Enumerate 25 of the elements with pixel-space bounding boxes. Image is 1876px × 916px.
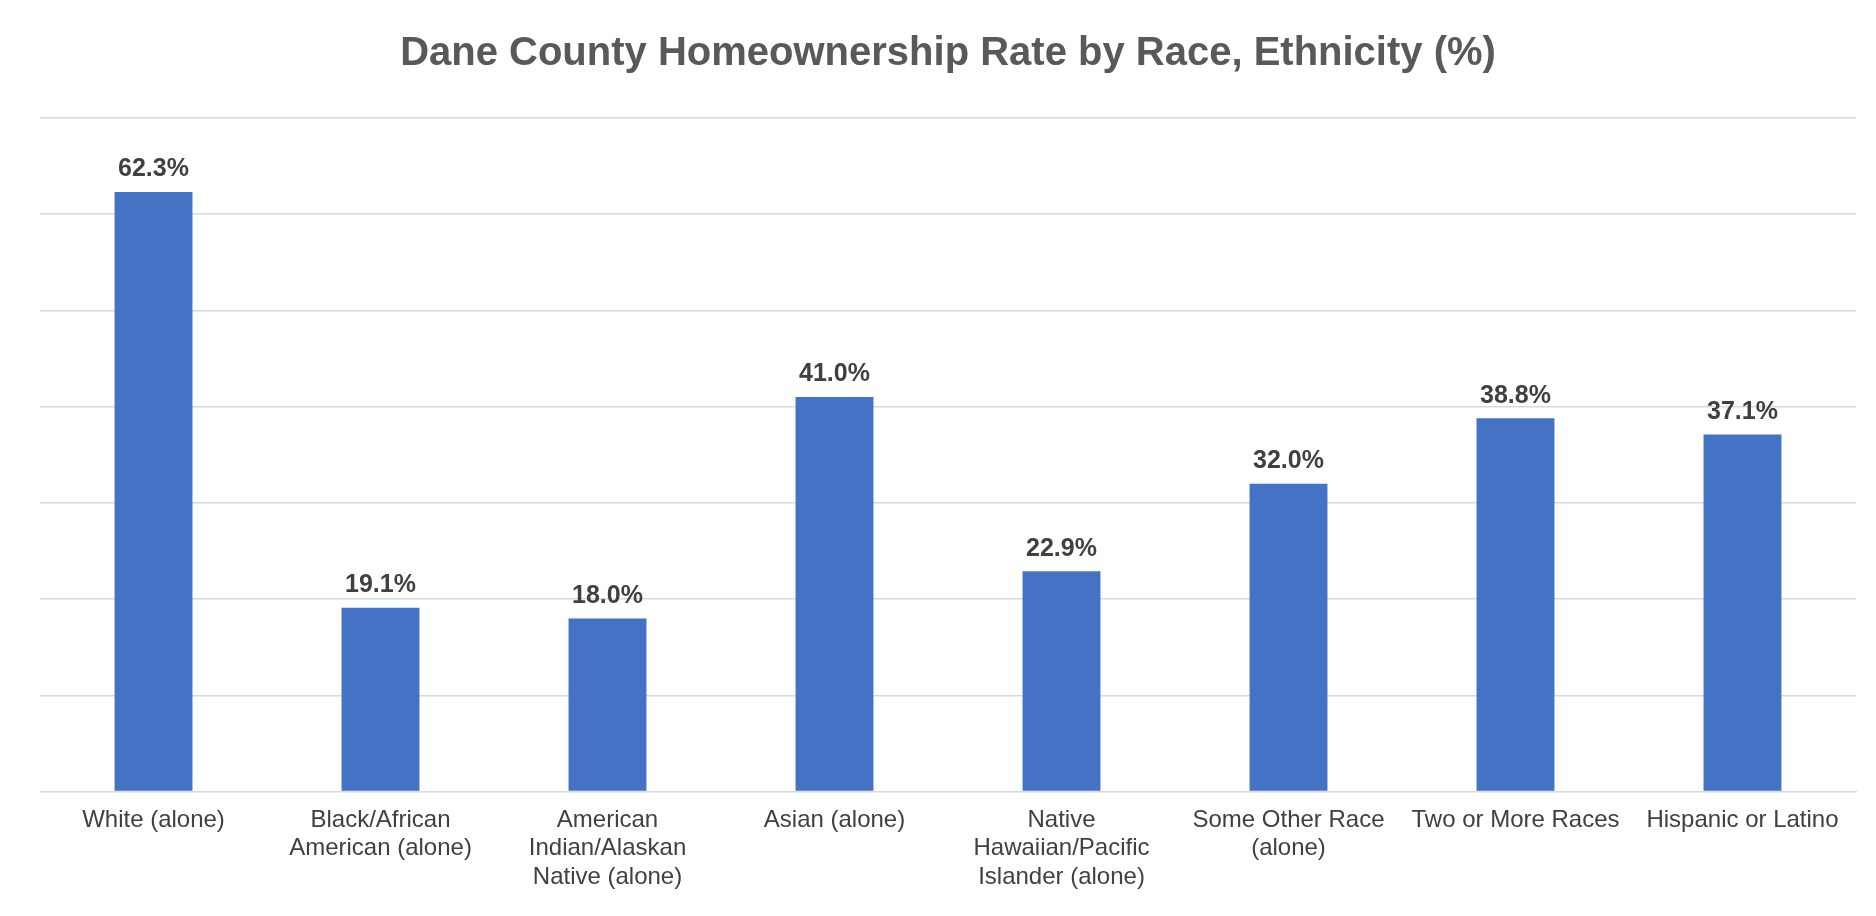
data-label: 41.0% (799, 358, 870, 387)
bar (1476, 418, 1555, 791)
x-tick-label: White (alone) (82, 804, 225, 832)
bar (568, 618, 647, 791)
x-tick-label: Two or More Races (1411, 804, 1620, 832)
x-tick-label: American Indian/Alaskan Native (alone) (528, 804, 687, 890)
x-tick-label: Native Hawaiian/Pacific Islander (alone) (973, 804, 1150, 890)
chart-title: Dane County Homeownership Rate by Race, Ethnicity (%) (400, 29, 1496, 74)
data-label: 19.1% (345, 569, 416, 598)
bar (1249, 483, 1328, 791)
bar (114, 192, 193, 791)
x-tick-label: Asian (alone) (763, 804, 906, 832)
data-label: 37.1% (1707, 395, 1778, 424)
x-tick-label: Some Other Race (alone) (1192, 804, 1385, 861)
x-tick-label: Hispanic or Latino (1646, 804, 1839, 832)
data-label: 22.9% (1026, 532, 1097, 561)
bar (1022, 571, 1101, 791)
bar (1703, 434, 1782, 791)
data-label: 32.0% (1253, 445, 1324, 474)
data-label: 38.8% (1480, 379, 1551, 408)
x-tick-label: Black/African American (alone) (289, 804, 472, 861)
bar (341, 607, 420, 791)
data-label: 62.3% (118, 153, 189, 182)
data-label: 18.0% (572, 579, 643, 608)
bar (795, 397, 874, 791)
